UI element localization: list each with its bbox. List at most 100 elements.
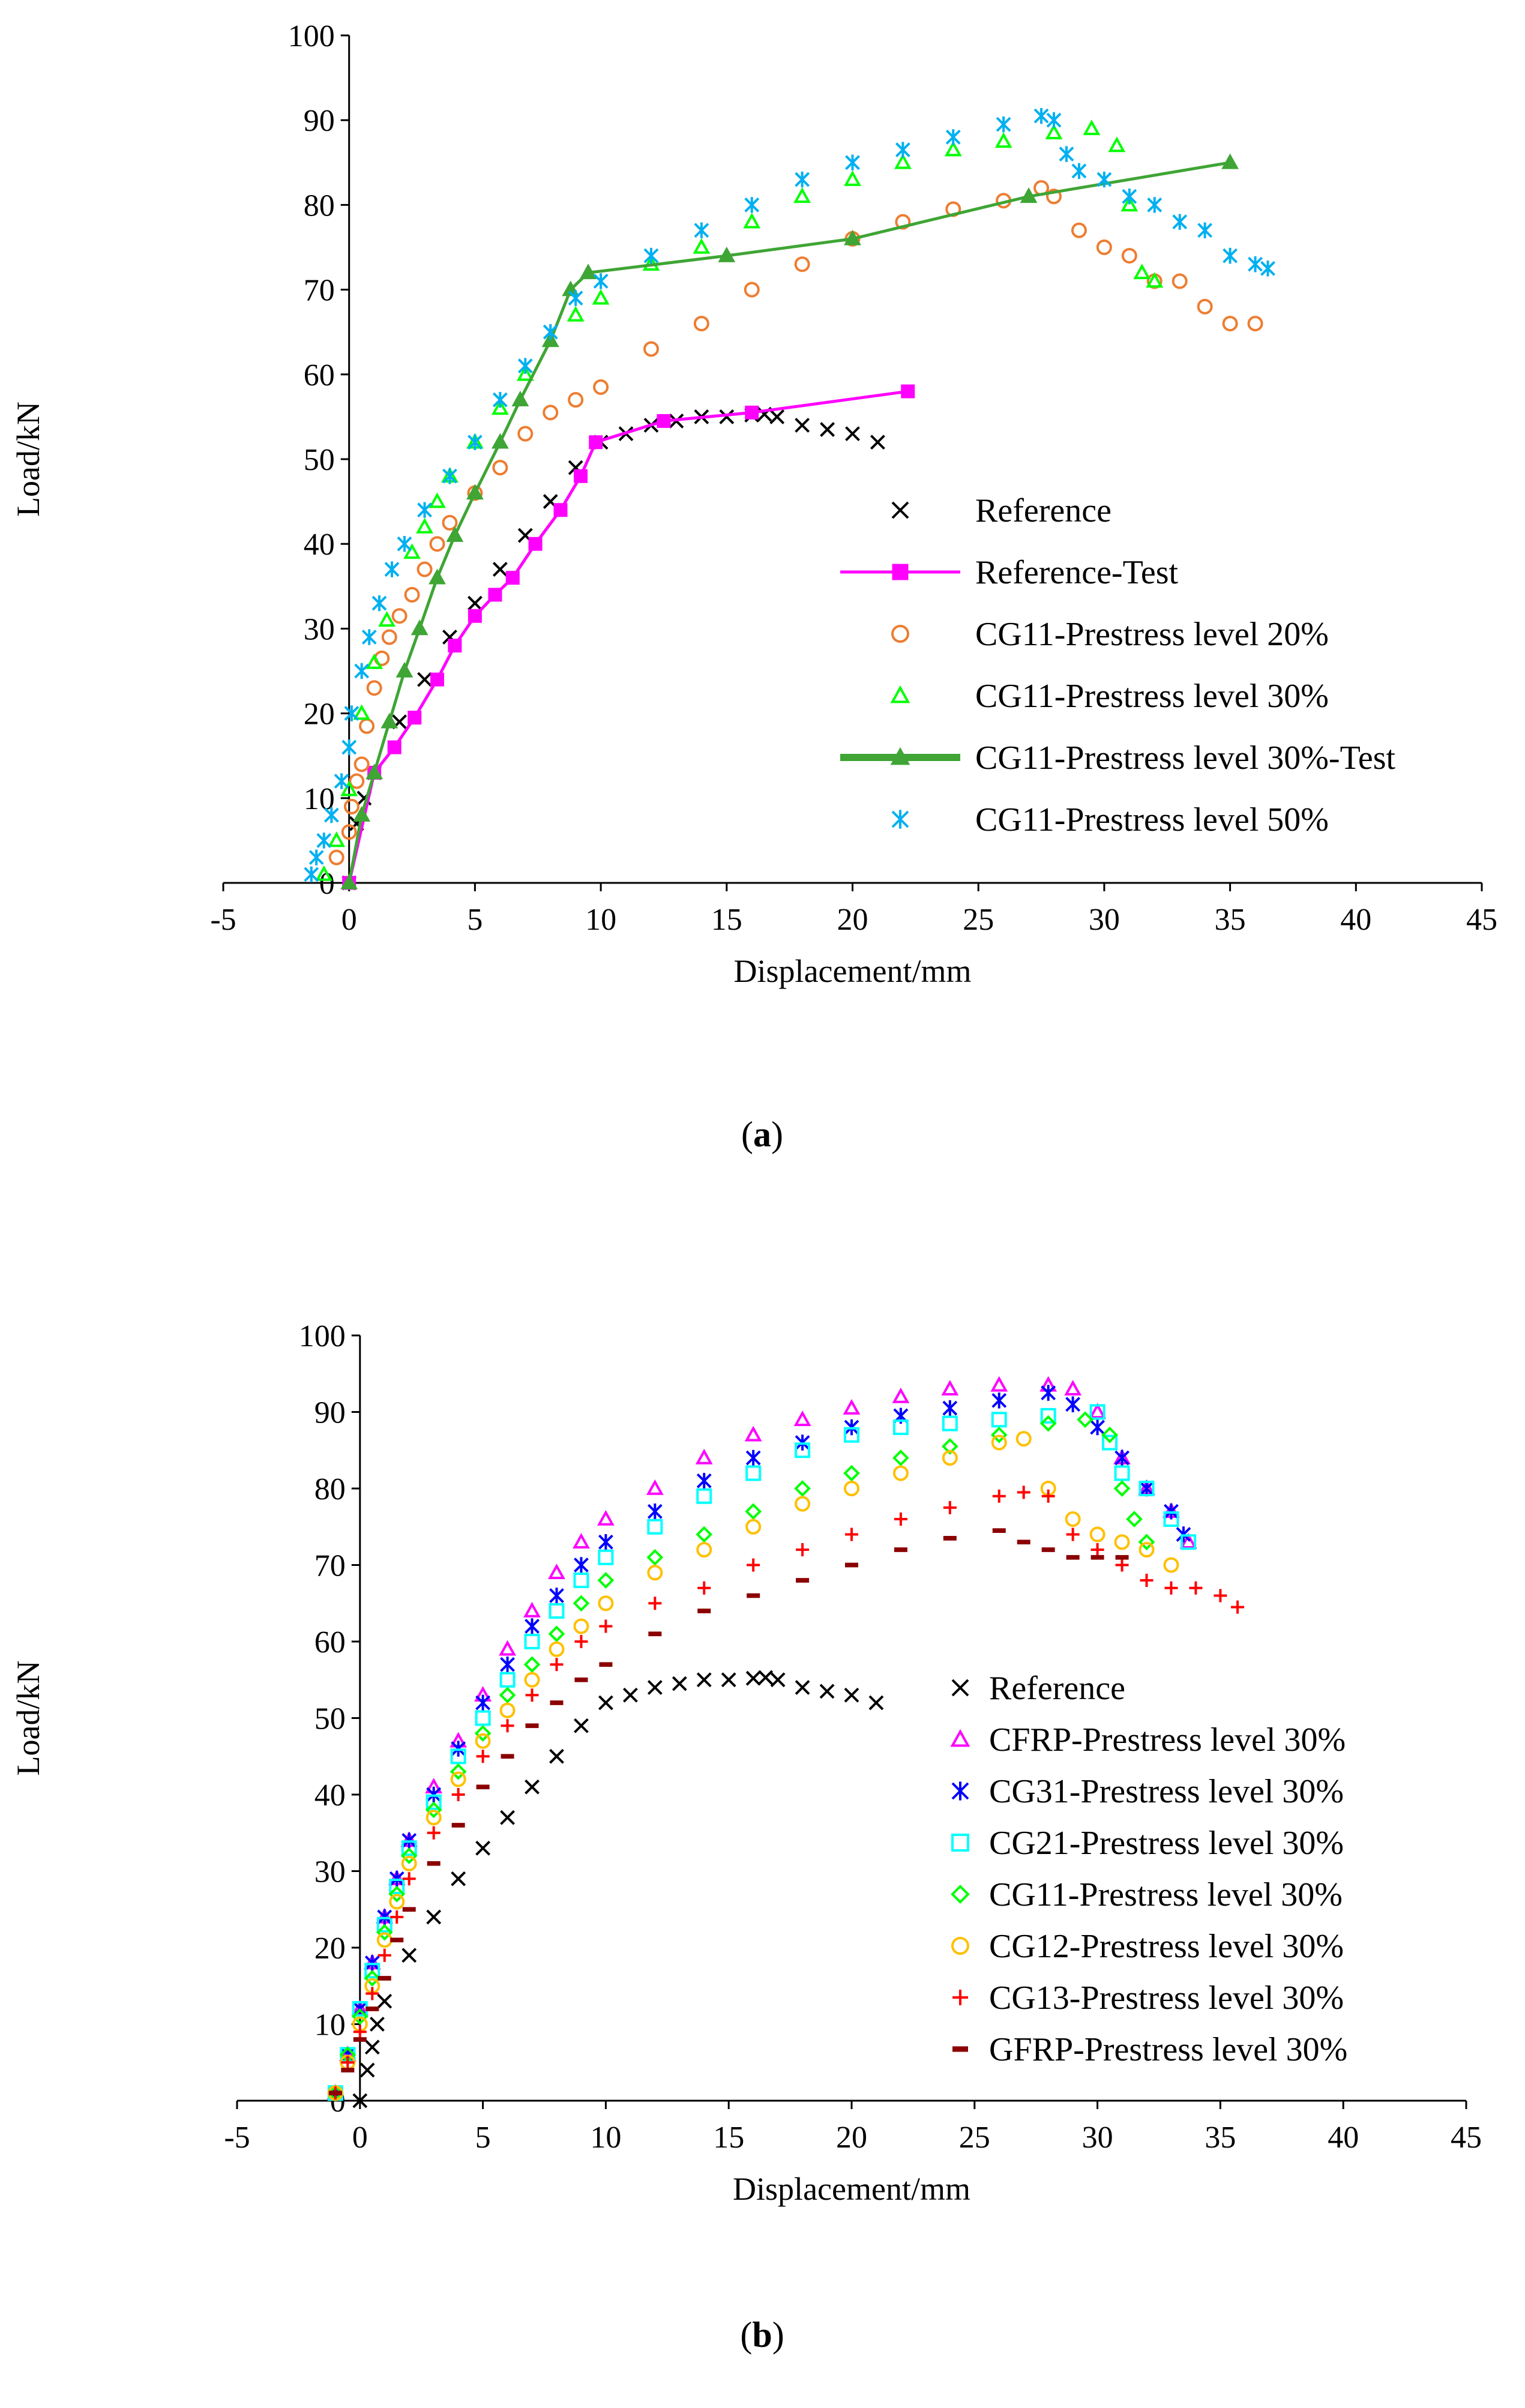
data-point [599, 1619, 613, 1633]
data-point [646, 1549, 664, 1566]
data-point [340, 873, 358, 889]
data-point [427, 1861, 441, 1866]
data-point [429, 492, 446, 508]
data-point [1189, 1581, 1203, 1595]
data-point [501, 1719, 514, 1733]
x-tick-label: 20 [837, 903, 868, 937]
data-point [1059, 146, 1074, 162]
data-point [647, 1565, 663, 1581]
data-point [525, 1723, 539, 1729]
data-point [475, 1694, 491, 1711]
y-tick-label: 100 [288, 19, 335, 53]
data-point [370, 2017, 385, 2032]
data-point [647, 1519, 663, 1535]
data-point [402, 1907, 416, 1912]
data-point [574, 1557, 589, 1573]
data-point [647, 1680, 663, 1695]
legend-marker [950, 1729, 970, 1747]
data-point [793, 187, 811, 203]
data-point [492, 562, 508, 577]
legend-marker [890, 747, 910, 765]
data-point [996, 116, 1011, 133]
data-point [525, 1688, 539, 1702]
data-point [548, 1564, 565, 1580]
data-point [517, 426, 534, 442]
data-point [417, 502, 432, 518]
y-tick-label: 60 [314, 1625, 346, 1660]
x-tick-label: 35 [1205, 2121, 1236, 2155]
data-point [895, 214, 911, 230]
data-point [1115, 1558, 1129, 1572]
data-point [353, 756, 370, 772]
data-point [745, 1670, 761, 1686]
data-point [942, 1415, 958, 1431]
legend-label: CG31-Prestress level 30% [989, 1773, 1344, 1810]
data-point [568, 392, 584, 408]
data-point [844, 229, 861, 245]
data-point [500, 1810, 515, 1825]
data-point [990, 1426, 1008, 1443]
data-point [795, 1442, 811, 1458]
data-point [1172, 214, 1188, 230]
data-point [352, 2093, 368, 2109]
legend-marker [891, 810, 909, 829]
data-point [376, 1916, 393, 1933]
x-tick-label: 40 [1340, 903, 1371, 937]
data-point [1017, 1485, 1030, 1499]
data-point [598, 1534, 613, 1550]
data-point [1113, 1480, 1131, 1497]
data-point [377, 1976, 391, 1981]
data-point [657, 414, 671, 428]
data-point [516, 365, 534, 381]
data-point [1248, 256, 1263, 272]
data-point [525, 1618, 540, 1634]
data-point [451, 1788, 465, 1801]
data-point [1083, 119, 1101, 136]
data-point [992, 1489, 1006, 1503]
data-point [354, 663, 370, 679]
data-point [747, 1558, 760, 1572]
data-point [353, 2025, 367, 2039]
x-tick-label: 10 [585, 903, 616, 937]
series [315, 119, 1164, 881]
data-point [744, 197, 760, 213]
data-point [901, 384, 915, 399]
data-point [643, 341, 659, 357]
data-point [579, 263, 597, 280]
data-point [524, 1672, 540, 1688]
series [304, 107, 1275, 883]
data-point [365, 653, 384, 669]
data-point [550, 1658, 564, 1672]
x-tick-label: 0 [341, 903, 357, 937]
data-point [795, 1496, 811, 1512]
data-point [795, 1680, 810, 1695]
data-point [505, 571, 520, 585]
data-point [548, 1625, 565, 1643]
data-point [361, 629, 377, 645]
data-point [589, 435, 603, 450]
data-point [567, 306, 585, 322]
data-point [1045, 124, 1063, 140]
data-point [429, 536, 445, 552]
data-point [1179, 1533, 1197, 1549]
y-tick-label: 50 [304, 443, 335, 477]
y-tick-label: 100 [299, 1319, 346, 1353]
data-point [1108, 136, 1126, 152]
legend: Reference CFRP-Prestress level 30% CG31-Pr… [950, 1670, 1347, 2068]
data-point [403, 543, 421, 559]
legend-marker [891, 625, 909, 643]
data-point [316, 832, 332, 849]
data-point [499, 1672, 516, 1688]
data-point [384, 561, 400, 577]
data-point [442, 514, 458, 531]
data-point [991, 1434, 1007, 1451]
data-point [943, 1536, 957, 1541]
data-point [1015, 1431, 1032, 1447]
data-point [511, 391, 529, 406]
data-point [895, 142, 910, 158]
data-point [844, 1427, 859, 1443]
x-tick-label: 35 [1215, 903, 1246, 937]
panel-label: (b) [740, 2315, 784, 2355]
data-point [721, 1672, 736, 1688]
data-point [1181, 1534, 1197, 1550]
